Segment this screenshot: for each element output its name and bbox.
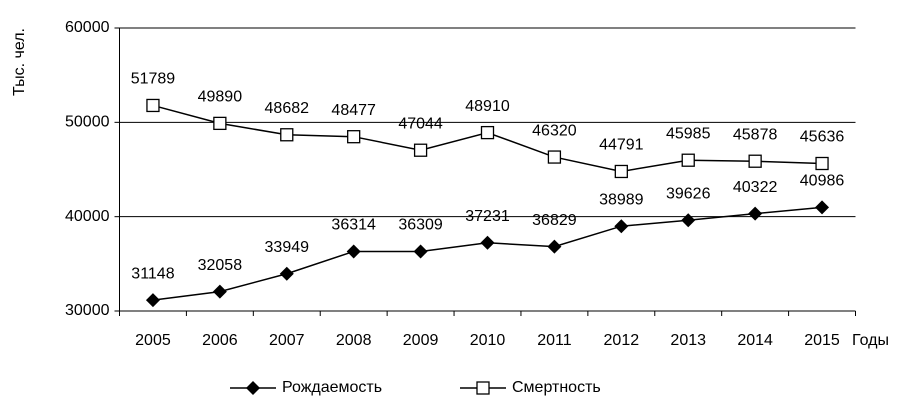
data-point — [413, 244, 428, 259]
data-label: 32058 — [198, 257, 243, 274]
data-label: 36314 — [331, 217, 376, 234]
data-label: 48477 — [331, 102, 376, 119]
legend-marker — [476, 381, 490, 395]
data-label: 36309 — [398, 217, 443, 234]
y-axis-label: Тыс. чел. — [11, 28, 28, 96]
x-tick-label: 2008 — [336, 332, 372, 349]
data-label: 47044 — [398, 115, 443, 132]
data-label: 51789 — [131, 71, 176, 88]
data-point — [614, 219, 629, 234]
y-tick-label: 40000 — [65, 208, 110, 225]
data-point — [212, 284, 227, 299]
x-tick-label: 2009 — [403, 332, 439, 349]
data-point — [681, 153, 695, 167]
data-label: 37231 — [465, 208, 510, 225]
data-label: 40986 — [800, 173, 845, 190]
data-label: 39626 — [666, 185, 711, 202]
data-point — [213, 116, 227, 131]
x-tick-label: 2015 — [804, 332, 840, 349]
data-label: 44791 — [599, 137, 644, 154]
data-point — [547, 150, 562, 164]
y-tick-label: 50000 — [65, 114, 110, 131]
x-tick-label: 2005 — [135, 332, 171, 349]
data-point — [480, 235, 495, 250]
data-point — [748, 154, 762, 168]
x-tick-label: 2007 — [269, 332, 305, 349]
data-point — [480, 125, 495, 140]
data-label: 46320 — [532, 122, 577, 139]
legend-label: Смертность — [512, 379, 601, 396]
x-tick-label: 2006 — [202, 332, 238, 349]
data-point — [145, 293, 160, 308]
legend-label: Рождаемость — [282, 379, 382, 396]
x-tick-label: 2011 — [537, 332, 572, 349]
data-label: 48682 — [265, 100, 310, 117]
data-label: 31148 — [131, 265, 174, 282]
data-label: 38989 — [599, 191, 644, 208]
data-label: 36829 — [532, 212, 577, 229]
data-point — [815, 156, 829, 171]
y-tick-label: 60000 — [65, 19, 110, 36]
data-point — [347, 130, 361, 144]
legend-marker — [246, 381, 260, 395]
data-point — [413, 143, 428, 157]
data-point — [279, 266, 294, 281]
y-tick-label: 30000 — [65, 302, 110, 319]
data-point — [815, 200, 830, 215]
data-point — [346, 244, 361, 259]
x-axis-label: Годы — [852, 332, 889, 349]
data-label: 45878 — [733, 126, 778, 143]
data-point — [280, 128, 294, 142]
data-point — [146, 98, 160, 113]
data-point — [681, 213, 696, 228]
x-tick-label: 2014 — [737, 332, 773, 349]
data-label: 49890 — [198, 89, 243, 106]
data-label: 45636 — [800, 129, 845, 146]
data-point — [547, 239, 562, 254]
data-point — [748, 206, 763, 221]
x-tick-label: 2010 — [470, 332, 506, 349]
data-label: 48910 — [465, 98, 510, 115]
data-label: 40322 — [733, 179, 778, 196]
x-tick-label: 2012 — [604, 332, 640, 349]
data-point — [614, 164, 628, 179]
x-tick-label: 2013 — [670, 332, 706, 349]
data-label: 33949 — [265, 239, 310, 256]
data-label: 45985 — [666, 125, 711, 142]
